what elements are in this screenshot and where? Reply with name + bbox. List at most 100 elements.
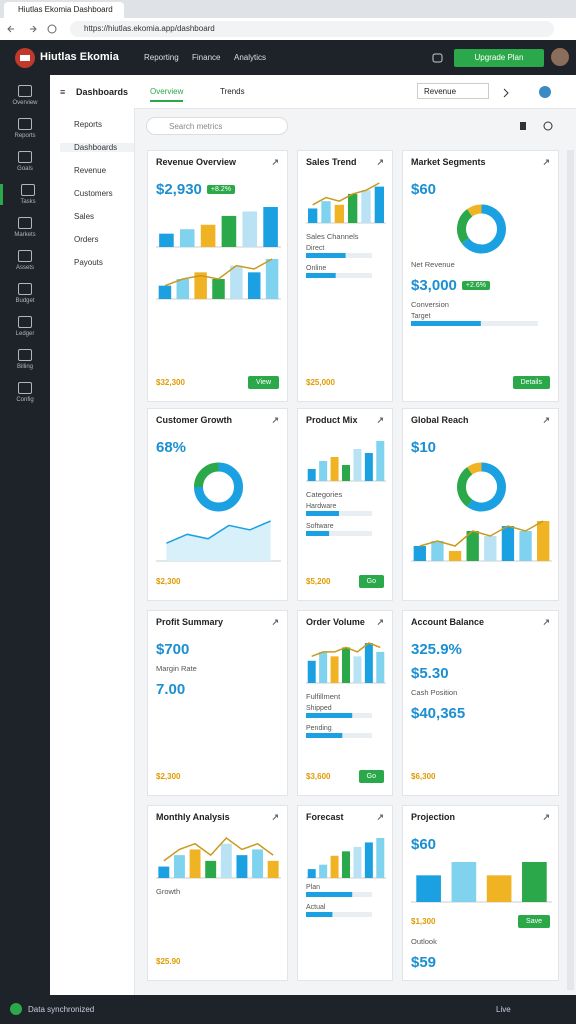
donut-segment: [467, 204, 482, 217]
progress-fill: [306, 511, 339, 516]
bar: [319, 651, 328, 683]
avatar[interactable]: [550, 47, 570, 67]
view-icons[interactable]: [518, 120, 558, 132]
card-menu[interactable]: ↗: [271, 617, 279, 627]
scrollbar[interactable]: [567, 150, 574, 990]
header-link[interactable]: Reporting: [144, 53, 179, 62]
bar: [159, 233, 174, 247]
header-link[interactable]: Finance: [192, 53, 221, 62]
footer-button[interactable]: Save: [518, 914, 550, 928]
card-menu[interactable]: ↗: [542, 617, 550, 627]
app-header: Hiutlas Ekomia Reporting Finance Analyti…: [0, 40, 576, 75]
nav-item[interactable]: Sales: [74, 212, 95, 221]
progress-row: Plan: [306, 884, 384, 904]
footer-button[interactable]: View: [247, 375, 279, 389]
card-header: Forecast ↗: [306, 812, 384, 832]
header-link[interactable]: Analytics: [234, 53, 267, 62]
search-box[interactable]: Search metrics: [146, 117, 288, 135]
bar: [319, 461, 328, 481]
bar: [205, 860, 217, 878]
card-menu[interactable]: ↗: [271, 415, 279, 425]
status-dot: [10, 1003, 22, 1015]
bar: [361, 190, 371, 223]
card-title: Profit Summary: [156, 617, 224, 627]
progress-row: Direct: [306, 245, 384, 265]
sidebar-item[interactable]: Billing: [0, 349, 50, 370]
nav-item[interactable]: Revenue: [74, 166, 107, 175]
dropdown[interactable]: Revenue: [417, 83, 489, 99]
line-chart: [156, 520, 281, 562]
card-header: Order Volume ↗: [306, 617, 384, 637]
nav-item[interactable]: Customers: [74, 189, 113, 198]
browser-tab[interactable]: Hiutlas Ekomia Dashboard: [4, 2, 124, 18]
kpi-value: $59: [411, 953, 437, 971]
bar: [200, 224, 216, 247]
sidebar-item[interactable]: Config: [0, 382, 50, 403]
kpi-row: 68%: [156, 435, 279, 459]
bar: [212, 279, 225, 299]
sidebar-item[interactable]: Markets: [0, 217, 50, 238]
sidebar-label: Tasks: [20, 199, 36, 205]
card-menu[interactable]: ↗: [542, 415, 550, 425]
bell-icon[interactable]: [432, 52, 444, 64]
bar: [307, 469, 316, 481]
bar: [342, 647, 350, 683]
line: [419, 520, 544, 547]
nav-buttons[interactable]: [6, 23, 62, 35]
tab[interactable]: Trends: [220, 87, 245, 96]
nav-item[interactable]: Orders: [74, 235, 99, 244]
footer-button[interactable]: Details: [512, 375, 550, 389]
card-menu[interactable]: ↗: [376, 157, 384, 167]
card: Sales Trend ↗ Sales Channels Direct Online $2…: [297, 150, 393, 402]
card-menu[interactable]: ↗: [376, 617, 384, 627]
sidebar-item[interactable]: Budget: [0, 283, 50, 304]
kpi-value: $2,930: [156, 180, 202, 198]
sidebar-item[interactable]: Reports: [0, 118, 50, 139]
tab[interactable]: Overview: [150, 87, 184, 102]
card-menu[interactable]: ↗: [376, 812, 384, 822]
bar: [158, 866, 170, 878]
bar-chart: [411, 520, 552, 562]
progress-bar: [306, 273, 372, 278]
footer-button[interactable]: Go: [358, 574, 384, 588]
upgrade-button[interactable]: Upgrade Plan: [454, 49, 544, 67]
nav-item[interactable]: Reports: [74, 120, 103, 129]
bar: [307, 660, 316, 683]
card-menu[interactable]: ↗: [271, 812, 279, 822]
card-footer: $32,300 View: [156, 369, 279, 395]
url-field[interactable]: https://hiutlas.ekomia.app/dashboard: [70, 21, 554, 37]
progress-fill: [306, 912, 333, 917]
kpi-row: $5.30: [411, 661, 550, 685]
menu-icon[interactable]: ≡: [60, 87, 66, 97]
footer-button[interactable]: Go: [358, 769, 384, 783]
progress-bar: [306, 531, 372, 536]
bar-chart: [411, 862, 552, 903]
card-menu[interactable]: ↗: [271, 157, 279, 167]
card-menu[interactable]: ↗: [542, 157, 550, 167]
nav-item[interactable]: Dashboards: [60, 143, 134, 152]
card-menu[interactable]: ↗: [542, 812, 550, 822]
sidebar-item[interactable]: Ledger: [0, 316, 50, 337]
footer-value: $25,000: [306, 377, 335, 387]
bar: [376, 441, 385, 481]
nav-panel: Reports Dashboards Revenue Customers Sales Or…: [50, 108, 135, 995]
card-menu[interactable]: ↗: [376, 415, 384, 425]
donut-segment: [457, 209, 473, 244]
bar: [247, 272, 261, 299]
card-footer: $25.90: [156, 948, 279, 974]
kpi-badge: +2.6%: [461, 280, 490, 290]
section-heading: Net Revenue: [411, 260, 455, 269]
section-heading: Cash Position: [411, 688, 458, 697]
bar: [416, 875, 441, 902]
progress-row: Hardware: [306, 503, 384, 523]
card-header: Sales Trend ↗: [306, 157, 384, 177]
sidebar-item[interactable]: Assets: [0, 250, 50, 271]
sidebar-item[interactable]: Tasks: [0, 184, 53, 205]
sidebar-item[interactable]: Goals: [0, 151, 50, 172]
nav-item[interactable]: Payouts: [74, 258, 103, 267]
card-footer: $25,000: [306, 369, 384, 395]
sidebar-item[interactable]: Overview: [0, 85, 50, 106]
toolbar-icons[interactable]: [500, 85, 560, 99]
progress-label: Shipped: [306, 705, 332, 712]
